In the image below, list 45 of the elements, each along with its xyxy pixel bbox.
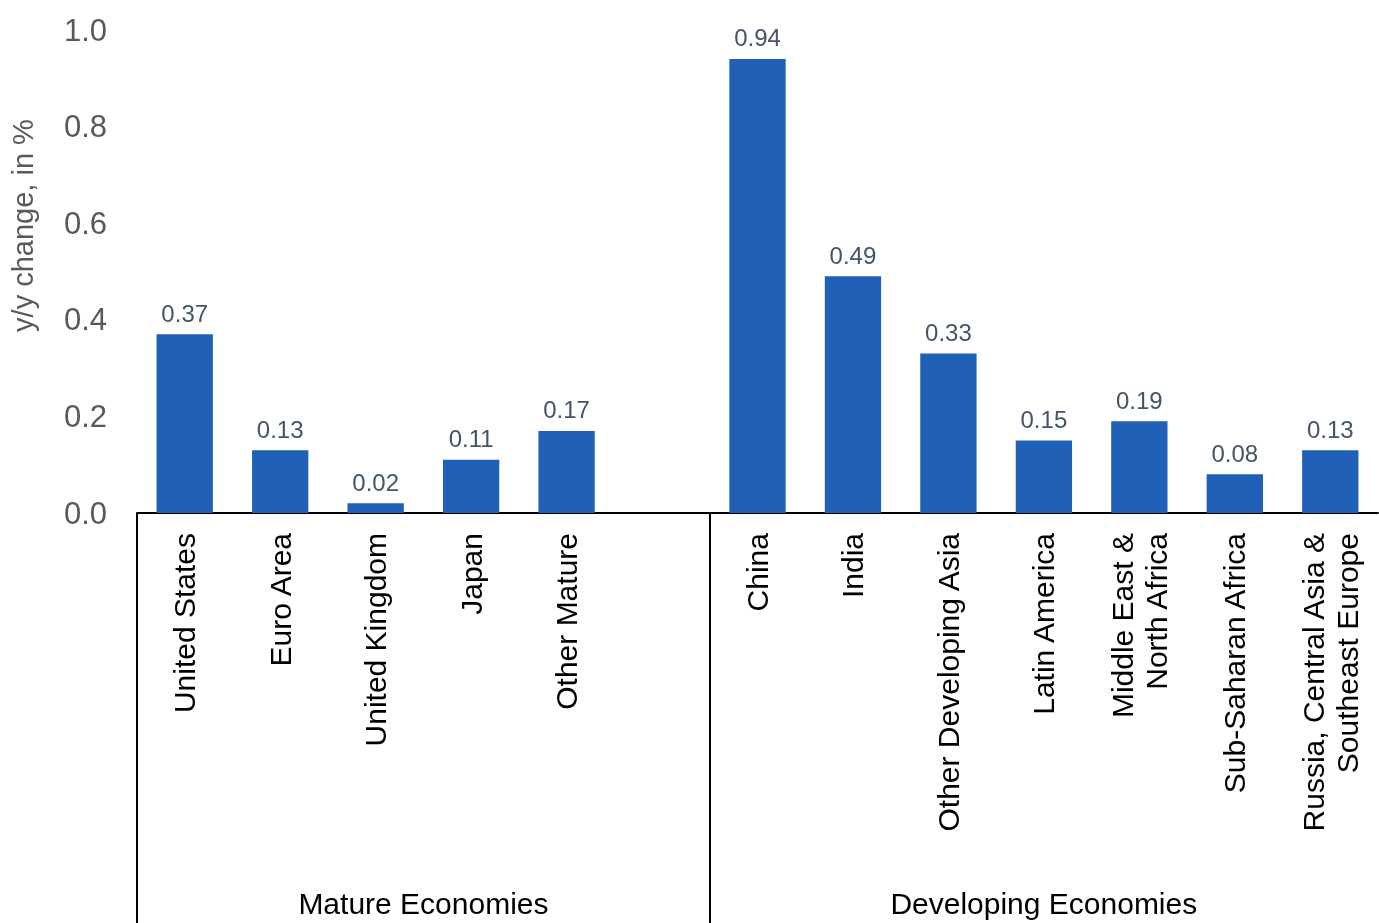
y-tick-label: 0.8 [63,109,107,145]
x-tick-label: Latin America [1027,532,1061,715]
x-tick-label: Sub-Saharan Africa [1218,532,1252,794]
x-tick-label: Russia, Central Asia & Southeast Europe [1296,533,1364,832]
bar [1015,440,1073,513]
bar [347,503,404,513]
x-tick-label: Euro Area [263,532,297,667]
bar [920,353,977,513]
x-tick-label: United Kingdom [359,533,393,747]
y-tick-label: 0.0 [63,495,107,531]
x-tick-label: Other Mature [550,533,584,710]
data-label: 0.94 [734,24,781,52]
y-tick-label: 1.0 [63,12,107,48]
data-label: 0.11 [448,425,494,453]
x-tick-label: Other Developing Asia [931,532,965,832]
data-label: 0.19 [1115,386,1163,414]
x-tick-label: China [741,532,774,612]
bar [1111,421,1168,513]
bar [156,334,213,513]
text: Mature Economies [298,887,549,921]
data-label: 0.13 [1306,415,1354,443]
bar [824,276,882,513]
data-label: 0.49 [829,241,877,269]
data-label: 0.02 [352,468,400,496]
data-label: 0.15 [1020,406,1068,434]
bar [538,430,595,513]
data-label: 0.37 [161,299,209,327]
data-label: 0.33 [925,319,972,347]
data-label: 0.13 [256,415,304,443]
y-tick-label: 0.6 [63,205,107,241]
x-tick-label: Middle East & North Africa [1105,532,1173,719]
y-tick-label: 0.4 [63,302,107,338]
bar [442,459,500,513]
data-label: 0.08 [1211,439,1259,467]
bar [729,58,786,513]
data-label: 0.17 [543,396,590,424]
y-axis-title: y/y change, in % [6,119,39,332]
y-tick-label: 0.2 [63,398,107,434]
x-tick-label: United States [168,533,202,714]
bar [1302,450,1359,513]
text: Developing Economies [890,887,1198,921]
x-tick-label: India [836,532,870,599]
bar [1206,474,1263,513]
x-tick-label: Japan [454,533,488,615]
bar [252,450,309,513]
